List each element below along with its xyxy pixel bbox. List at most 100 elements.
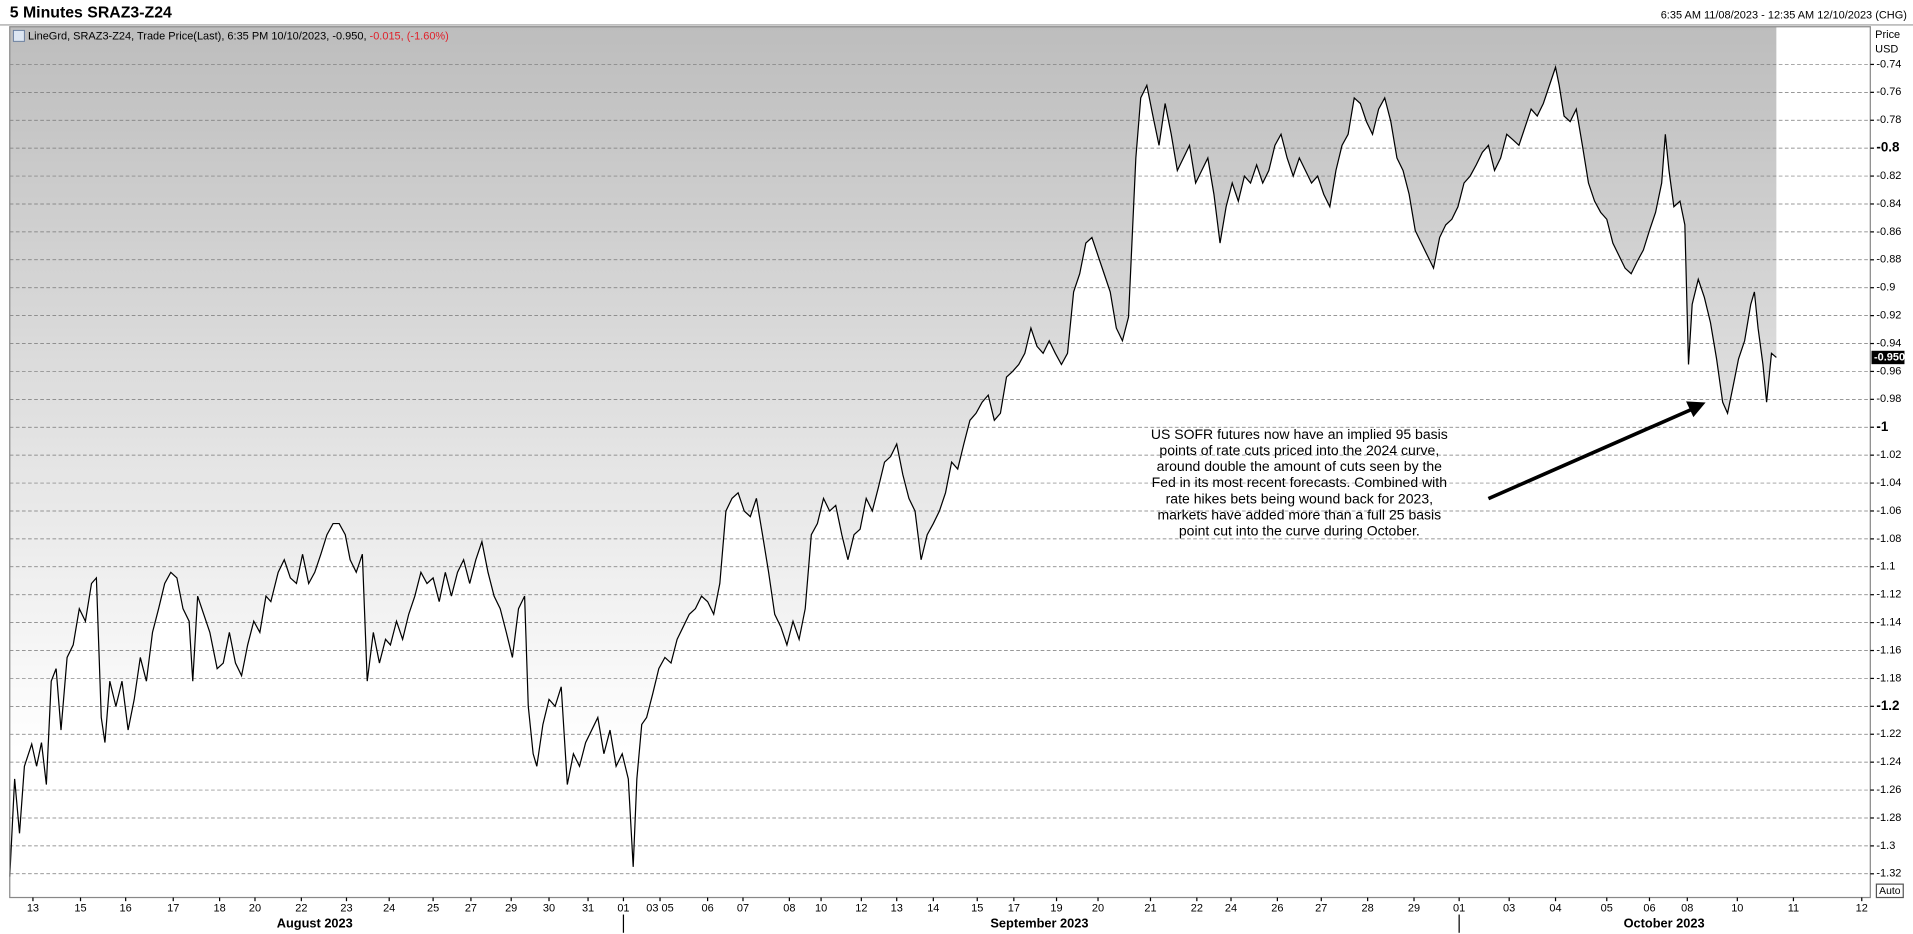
y-tick-label: -0.9 [1876,282,1895,294]
y-tick-label: -0.84 [1876,198,1901,210]
y-tick-label: -0.8 [1876,140,1900,155]
y-tick-label: -1.28 [1876,812,1901,824]
x-tick-label: 27 [465,902,477,914]
y-tick-label: -1.26 [1876,784,1901,796]
y-tick-label: -0.82 [1876,170,1901,182]
x-tick-label: 27 [1315,902,1327,914]
x-tick-label: 13 [891,902,903,914]
x-tick-label: 19 [1050,902,1062,914]
y-tick-label: -0.76 [1876,86,1901,98]
y-tick-label: -1.22 [1876,728,1901,740]
y-tick-label: -1.1 [1876,561,1895,573]
x-tick-label: 30 [543,902,555,914]
x-tick-label: 18 [214,902,226,914]
y-tick-label: -1.08 [1876,533,1901,545]
y-tick-label: -1 [1876,419,1888,434]
y-tick-label: -0.92 [1876,310,1901,322]
legend: LineGrd, SRAZ3-Z24, Trade Price(Last), 6… [28,30,449,42]
legend-icon [12,29,25,42]
price-line [9,64,1777,877]
y-tick-label: -1.18 [1876,672,1901,684]
plot-border [9,26,1871,899]
x-tick-label: 29 [1408,902,1420,914]
annotation-line: US SOFR futures now have an implied 95 b… [1151,426,1448,442]
legend-change: -0.015, (-1.60%) [370,30,449,42]
x-tick-label: 22 [1191,902,1203,914]
y-tick-label: -1.06 [1876,505,1901,517]
x-tick-label: 12 [855,902,867,914]
y-tick-label: -0.88 [1876,254,1901,266]
x-tick-label: 13 [27,902,39,914]
x-tick-label: 24 [383,902,395,914]
x-tick-label: 06 [1643,902,1655,914]
x-tick-label: 03 [1503,902,1515,914]
x-tick-label: 29 [505,902,517,914]
x-tick-label: 24 [1225,902,1237,914]
x-tick-label: 23 [340,902,352,914]
x-tick-label: 10 [1731,902,1743,914]
last-price-label: -0.950 [1874,351,1905,363]
y-tick-label: -0.78 [1876,114,1901,126]
x-tick-label: 25 [427,902,439,914]
x-tick-label: 26 [1271,902,1283,914]
y-tick-label: -1.32 [1876,868,1901,880]
plot-area [9,26,1871,877]
x-tick-label: 07 [737,902,749,914]
annotation: US SOFR futures now have an implied 95 b… [1151,426,1448,538]
annotation-line: markets have added more than a full 25 b… [1157,506,1441,522]
y-tick-label: -1.12 [1876,589,1901,601]
x-tick-label: 21 [1144,902,1156,914]
x-tick-label: 22 [295,902,307,914]
x-tick-label: 12 [1856,902,1868,914]
date-range: 6:35 AM 11/08/2023 - 12:35 AM 12/10/2023… [1661,10,1907,22]
x-tick-label: 08 [1681,902,1693,914]
x-tick-label: 20 [249,902,261,914]
y-tick-label: -0.74 [1876,58,1901,70]
x-tick-label: 03 05 [646,902,673,914]
x-tick-label: 17 [167,902,179,914]
month-label: September 2023 [990,916,1088,931]
x-tick-label: 17 [1008,902,1020,914]
auto-button-label[interactable]: Auto [1879,886,1901,897]
x-tick-label: 01 [617,902,629,914]
x-tick-label: 06 [702,902,714,914]
annotation-line: Fed in its most recent forecasts. Combin… [1152,474,1447,490]
y-tick-label: -0.86 [1876,226,1901,238]
arrow-head [1686,401,1706,418]
month-label: August 2023 [277,916,353,931]
y-tick-label: -1.24 [1876,756,1901,768]
month-label: October 2023 [1624,916,1705,931]
y-tick-label: -1.2 [1876,698,1899,713]
annotation-line: rate hikes bets being wound back for 202… [1166,490,1433,506]
x-tick-label: 08 [783,902,795,914]
axis-title: USD [1875,44,1898,56]
legend-text: LineGrd, SRAZ3-Z24, Trade Price(Last), 6… [28,30,366,42]
x-tick-label: 31 [582,902,594,914]
auto-button[interactable] [1875,883,1904,899]
x-tick-label: 20 [1092,902,1104,914]
chart-title: 5 Minutes SRAZ3-Z24 [10,5,172,22]
annotation-line: points of rate cuts priced into the 2024… [1159,442,1439,458]
annotation-line: point cut into the curve during October. [1179,522,1420,538]
annotation-line: around double the amount of cuts seen by… [1157,458,1443,474]
x-tick-label: 05 [1601,902,1613,914]
x-tick-label: 14 [927,902,939,914]
shaded-area [9,26,1777,877]
y-tick-label: -0.96 [1876,365,1901,377]
x-tick-label: 10 [815,902,827,914]
x-tick-label: 11 [1788,902,1799,914]
y-tick-label: -0.98 [1876,393,1901,405]
y-tick-label: -1.04 [1876,477,1901,489]
y-tick-label: -1.16 [1876,644,1901,656]
x-tick-label: 28 [1362,902,1374,914]
y-tick-label: -1.14 [1876,617,1901,629]
x-tick-label: 01 [1453,902,1465,914]
x-tick-label: 15 [971,902,983,914]
y-tick-label: -1.3 [1876,840,1895,852]
y-tick-label: -1.02 [1876,449,1901,461]
annotation-arrow [1487,406,1695,501]
x-tick-label: 15 [74,902,86,914]
last-price-box [1871,350,1905,365]
